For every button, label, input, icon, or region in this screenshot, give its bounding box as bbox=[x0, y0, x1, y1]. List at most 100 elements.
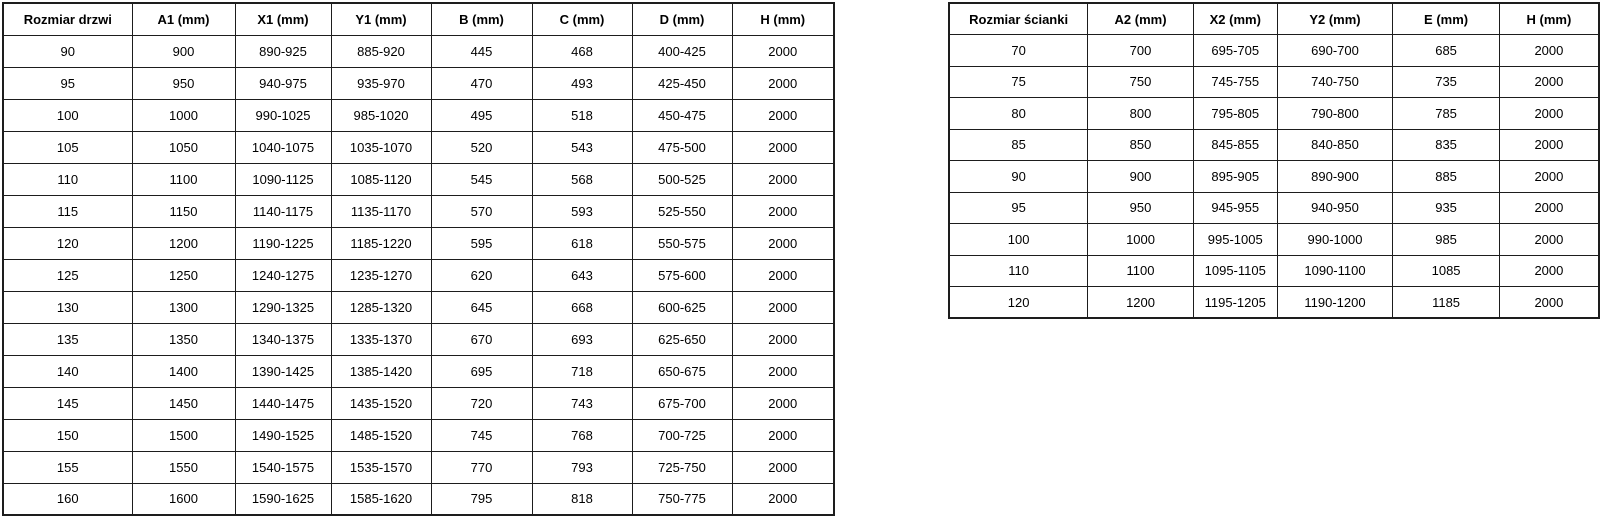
table-cell: 1450 bbox=[131, 386, 236, 420]
table-cell: 2000 bbox=[1498, 191, 1600, 224]
table-row: 90 900 895-905 890-900 885 2000 bbox=[948, 160, 1600, 193]
column-header: X1 (mm) bbox=[234, 2, 332, 36]
table-cell: 690-700 bbox=[1276, 34, 1394, 67]
column-header: E (mm) bbox=[1392, 2, 1500, 35]
table-cell: 1435-1520 bbox=[330, 386, 432, 420]
table-cell: 885 bbox=[1392, 160, 1500, 193]
table-cell: 425-450 bbox=[631, 66, 733, 100]
table-row: 135 1350 1340-1375 1335-1370 670 693 625-650 20… bbox=[2, 322, 835, 356]
table-cell: 600-625 bbox=[631, 290, 733, 324]
table-cell: 150 bbox=[2, 418, 133, 452]
table-cell: 1190-1200 bbox=[1276, 286, 1394, 319]
table-cell: 1285-1320 bbox=[330, 290, 432, 324]
table-cell: 645 bbox=[430, 290, 533, 324]
table-cell: 745 bbox=[430, 418, 533, 452]
table-cell: 1100 bbox=[131, 162, 236, 196]
table-cell: 990-1025 bbox=[234, 98, 332, 132]
table-row: 75 750 745-755 740-750 735 2000 bbox=[948, 65, 1600, 98]
table-cell: 818 bbox=[531, 482, 633, 516]
table-cell: 1250 bbox=[131, 258, 236, 292]
table-cell: 2000 bbox=[1498, 97, 1600, 130]
table-cell: 720 bbox=[430, 386, 533, 420]
table-cell: 2000 bbox=[731, 450, 835, 484]
table-cell: 800 bbox=[1087, 97, 1194, 130]
table-cell: 85 bbox=[948, 128, 1089, 161]
table-cell: 135 bbox=[2, 322, 133, 356]
table-cell: 470 bbox=[430, 66, 533, 100]
table-row: 95 950 940-975 935-970 470 493 425-450 2000 bbox=[2, 66, 835, 100]
column-header: A1 (mm) bbox=[131, 2, 236, 36]
wall-table-header: Rozmiar ścianki A2 (mm) X2 (mm) Y2 (mm) E (m… bbox=[948, 2, 1600, 35]
table-cell: 1390-1425 bbox=[234, 354, 332, 388]
table-cell: 725-750 bbox=[631, 450, 733, 484]
table-cell: 2000 bbox=[731, 482, 835, 516]
table-cell: 1500 bbox=[131, 418, 236, 452]
table-cell: 2000 bbox=[731, 162, 835, 196]
table-cell: 1150 bbox=[131, 194, 236, 228]
table-row: 105 1050 1040-1075 1035-1070 520 543 475-500 20… bbox=[2, 130, 835, 164]
table-cell: 795 bbox=[430, 482, 533, 516]
table-cell: 1490-1525 bbox=[234, 418, 332, 452]
table-cell: 995-1005 bbox=[1192, 223, 1278, 256]
table-cell: 685 bbox=[1392, 34, 1500, 67]
table-cell: 650-675 bbox=[631, 354, 733, 388]
table-cell: 90 bbox=[948, 160, 1089, 193]
table-cell: 1090-1125 bbox=[234, 162, 332, 196]
table-cell: 1050 bbox=[131, 130, 236, 164]
table-cell: 770 bbox=[430, 450, 533, 484]
table-cell: 495 bbox=[430, 98, 533, 132]
table-cell: 1590-1625 bbox=[234, 482, 332, 516]
table-row: 150 1500 1490-1525 1485-1520 745 768 700-725 20… bbox=[2, 418, 835, 452]
table-cell: 518 bbox=[531, 98, 633, 132]
table-cell: 735 bbox=[1392, 65, 1500, 98]
table-cell: 795-805 bbox=[1192, 97, 1278, 130]
header-row: Rozmiar drzwi A1 (mm) X1 (mm) Y1 (mm) B (mm)… bbox=[2, 2, 835, 36]
table-cell: 2000 bbox=[731, 418, 835, 452]
column-header: C (mm) bbox=[531, 2, 633, 36]
table-cell: 2000 bbox=[1498, 254, 1600, 287]
table-cell: 1195-1205 bbox=[1192, 286, 1278, 319]
table-cell: 568 bbox=[531, 162, 633, 196]
table-cell: 1290-1325 bbox=[234, 290, 332, 324]
table-cell: 445 bbox=[430, 34, 533, 68]
table-cell: 493 bbox=[531, 66, 633, 100]
table-cell: 575-600 bbox=[631, 258, 733, 292]
table-cell: 695 bbox=[430, 354, 533, 388]
table-cell: 1485-1520 bbox=[330, 418, 432, 452]
table-cell: 160 bbox=[2, 482, 133, 516]
table-cell: 1185 bbox=[1392, 286, 1500, 319]
table-cell: 593 bbox=[531, 194, 633, 228]
table-cell: 768 bbox=[531, 418, 633, 452]
table-cell: 1400 bbox=[131, 354, 236, 388]
table-cell: 940-950 bbox=[1276, 191, 1394, 224]
table-cell: 1240-1275 bbox=[234, 258, 332, 292]
table-cell: 95 bbox=[2, 66, 133, 100]
table-cell: 550-575 bbox=[631, 226, 733, 260]
table-cell: 895-905 bbox=[1192, 160, 1278, 193]
table-cell: 900 bbox=[131, 34, 236, 68]
table-cell: 2000 bbox=[731, 386, 835, 420]
table-row: 80 800 795-805 790-800 785 2000 bbox=[948, 97, 1600, 130]
table-cell: 2000 bbox=[1498, 286, 1600, 319]
table-cell: 2000 bbox=[731, 130, 835, 164]
column-header: X2 (mm) bbox=[1192, 2, 1278, 35]
table-cell: 990-1000 bbox=[1276, 223, 1394, 256]
table-cell: 1090-1100 bbox=[1276, 254, 1394, 287]
table-cell: 785 bbox=[1392, 97, 1500, 130]
wall-table-body: 70 700 695-705 690-700 685 2000 75 750 745-755 74… bbox=[948, 34, 1600, 319]
table-cell: 1085-1120 bbox=[330, 162, 432, 196]
table-cell: 700-725 bbox=[631, 418, 733, 452]
table-cell: 120 bbox=[2, 226, 133, 260]
table-cell: 105 bbox=[2, 130, 133, 164]
table-cell: 1000 bbox=[1087, 223, 1194, 256]
table-cell: 100 bbox=[2, 98, 133, 132]
table-cell: 2000 bbox=[731, 354, 835, 388]
column-header: Rozmiar drzwi bbox=[2, 2, 133, 36]
table-cell: 1200 bbox=[131, 226, 236, 260]
table-cell: 670 bbox=[430, 322, 533, 356]
table-cell: 2000 bbox=[1498, 160, 1600, 193]
table-cell: 80 bbox=[948, 97, 1089, 130]
table-cell: 545 bbox=[430, 162, 533, 196]
table-cell: 793 bbox=[531, 450, 633, 484]
table-cell: 743 bbox=[531, 386, 633, 420]
